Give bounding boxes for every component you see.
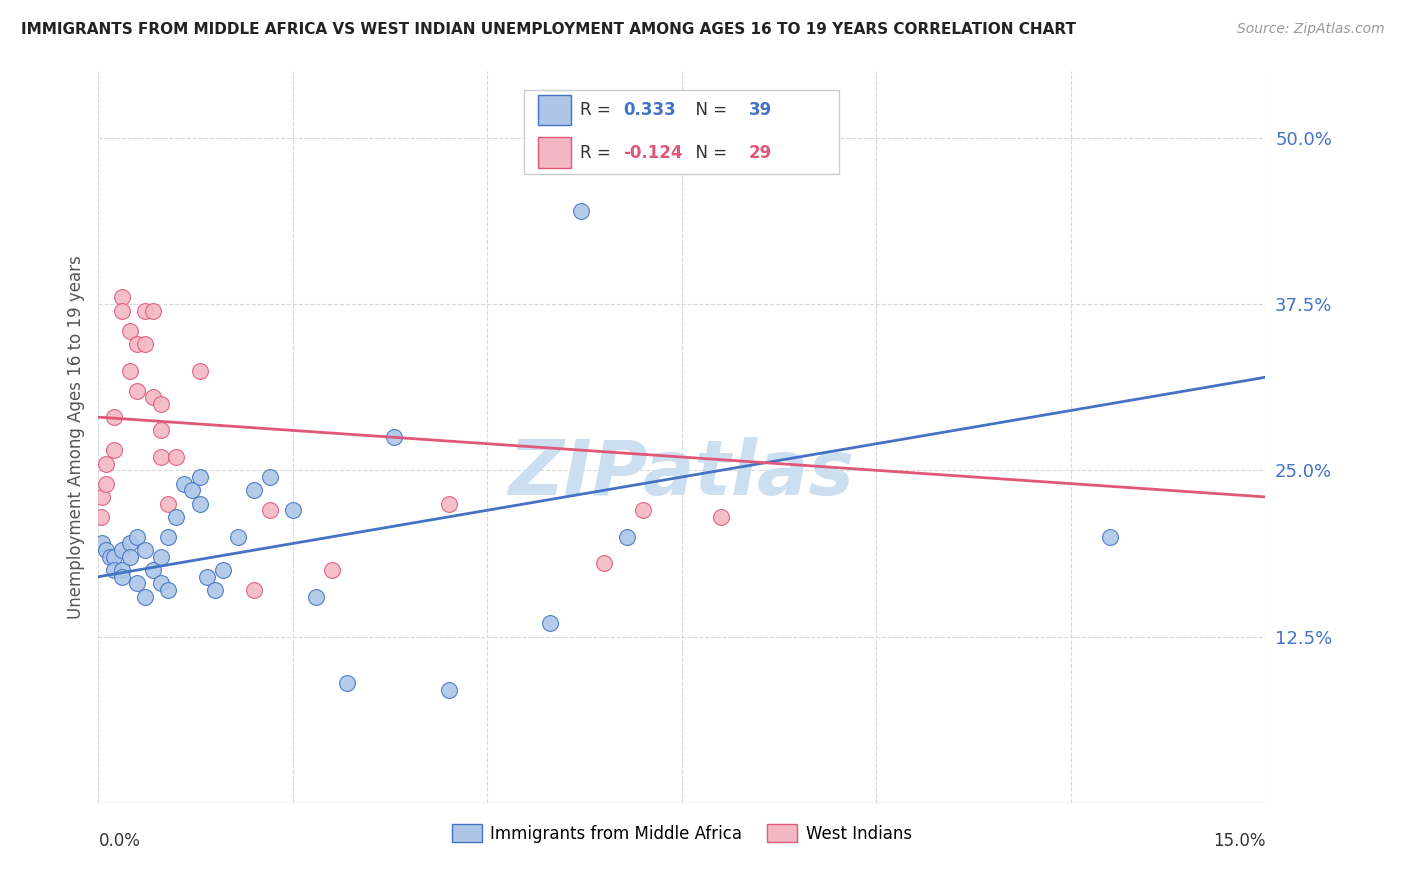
- Point: [111, 303, 134, 318]
- Point: [127, 576, 149, 591]
- Text: 29: 29: [748, 144, 772, 161]
- Text: N =: N =: [685, 101, 733, 120]
- Point: [305, 590, 328, 604]
- Point: [96, 457, 118, 471]
- Point: [149, 576, 172, 591]
- Point: [134, 590, 156, 604]
- Point: [321, 563, 343, 577]
- Point: [111, 543, 134, 558]
- FancyBboxPatch shape: [538, 95, 571, 126]
- Point: [157, 530, 180, 544]
- Point: [111, 290, 134, 304]
- Point: [103, 549, 125, 564]
- Point: [134, 543, 156, 558]
- Point: [437, 682, 460, 697]
- Text: 15.0%: 15.0%: [1213, 832, 1265, 850]
- Text: ZIPatlas: ZIPatlas: [509, 437, 855, 510]
- Point: [111, 563, 134, 577]
- Point: [149, 549, 172, 564]
- Legend: Immigrants from Middle Africa, West Indians: Immigrants from Middle Africa, West Indi…: [446, 818, 918, 849]
- Point: [157, 582, 180, 597]
- Point: [98, 549, 121, 564]
- Point: [142, 563, 165, 577]
- Point: [127, 384, 149, 398]
- FancyBboxPatch shape: [538, 137, 571, 168]
- Point: [336, 676, 359, 690]
- Point: [569, 204, 592, 219]
- Point: [382, 430, 405, 444]
- Point: [259, 470, 281, 484]
- Text: R =: R =: [581, 144, 616, 161]
- Text: 0.333: 0.333: [624, 101, 676, 120]
- Text: Source: ZipAtlas.com: Source: ZipAtlas.com: [1237, 22, 1385, 37]
- Point: [195, 570, 218, 584]
- Point: [204, 582, 226, 597]
- Point: [228, 530, 250, 544]
- Point: [212, 563, 235, 577]
- Y-axis label: Unemployment Among Ages 16 to 19 years: Unemployment Among Ages 16 to 19 years: [66, 255, 84, 619]
- Text: IMMIGRANTS FROM MIDDLE AFRICA VS WEST INDIAN UNEMPLOYMENT AMONG AGES 16 TO 19 YE: IMMIGRANTS FROM MIDDLE AFRICA VS WEST IN…: [21, 22, 1076, 37]
- Text: 0.0%: 0.0%: [98, 832, 141, 850]
- Point: [103, 563, 125, 577]
- Point: [149, 397, 172, 411]
- Point: [111, 570, 134, 584]
- Text: 39: 39: [748, 101, 772, 120]
- Point: [710, 509, 733, 524]
- Point: [243, 483, 266, 498]
- Point: [593, 557, 616, 571]
- Point: [134, 303, 156, 318]
- Point: [149, 450, 172, 464]
- Point: [180, 483, 202, 498]
- Point: [96, 543, 118, 558]
- Point: [157, 497, 180, 511]
- Point: [103, 410, 125, 425]
- Point: [149, 424, 172, 438]
- Point: [631, 503, 654, 517]
- Point: [188, 363, 211, 377]
- Point: [1098, 530, 1121, 544]
- Point: [118, 324, 141, 338]
- Text: -0.124: -0.124: [624, 144, 683, 161]
- Point: [188, 470, 211, 484]
- Point: [96, 476, 118, 491]
- Point: [134, 337, 156, 351]
- Point: [91, 536, 114, 550]
- Text: R =: R =: [581, 101, 616, 120]
- Point: [127, 530, 149, 544]
- Point: [103, 443, 125, 458]
- Point: [118, 549, 141, 564]
- Point: [127, 337, 149, 351]
- Text: N =: N =: [685, 144, 733, 161]
- Point: [281, 503, 304, 517]
- Point: [142, 390, 165, 404]
- Point: [91, 490, 114, 504]
- Point: [538, 616, 561, 631]
- Point: [142, 303, 165, 318]
- Point: [118, 536, 141, 550]
- Point: [165, 509, 187, 524]
- FancyBboxPatch shape: [524, 90, 839, 174]
- Point: [173, 476, 195, 491]
- Point: [243, 582, 266, 597]
- Point: [437, 497, 460, 511]
- Point: [616, 530, 638, 544]
- Point: [90, 509, 112, 524]
- Point: [118, 363, 141, 377]
- Point: [259, 503, 281, 517]
- Point: [165, 450, 187, 464]
- Point: [188, 497, 211, 511]
